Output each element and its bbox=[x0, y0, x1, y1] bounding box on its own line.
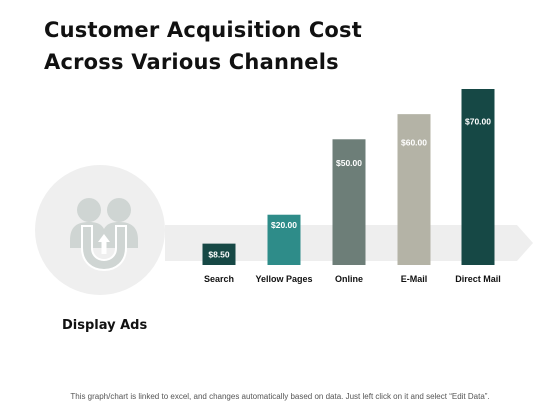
bar-yellow-pages bbox=[267, 214, 301, 265]
bar-e-mail bbox=[397, 114, 431, 266]
display-ads-label: Display Ads bbox=[62, 318, 148, 333]
bar-value-label: $70.00 bbox=[465, 117, 491, 127]
category-label: E-Mail bbox=[401, 274, 428, 284]
category-label: Direct Mail bbox=[455, 274, 501, 284]
bar-direct-mail bbox=[461, 89, 495, 265]
bar-value-label: $50.00 bbox=[336, 158, 362, 168]
bar-value-label: $8.50 bbox=[208, 250, 230, 260]
title-line-1: Customer Acquisition Cost bbox=[44, 18, 363, 42]
users-with-magnet-icon bbox=[64, 190, 144, 280]
bar-value-label: $60.00 bbox=[401, 137, 427, 147]
bar-online bbox=[332, 139, 366, 265]
category-label: Yellow Pages bbox=[255, 274, 312, 284]
category-label: Online bbox=[335, 274, 363, 284]
title-line-2: Across Various Channels bbox=[44, 50, 339, 74]
footer-note: This graph/chart is linked to excel, and… bbox=[70, 392, 490, 401]
bar-search bbox=[202, 243, 236, 265]
page-title: Customer Acquisition Cost Across Various… bbox=[44, 14, 404, 78]
category-label: Search bbox=[204, 274, 234, 284]
bar-value-label: $20.00 bbox=[271, 220, 297, 230]
